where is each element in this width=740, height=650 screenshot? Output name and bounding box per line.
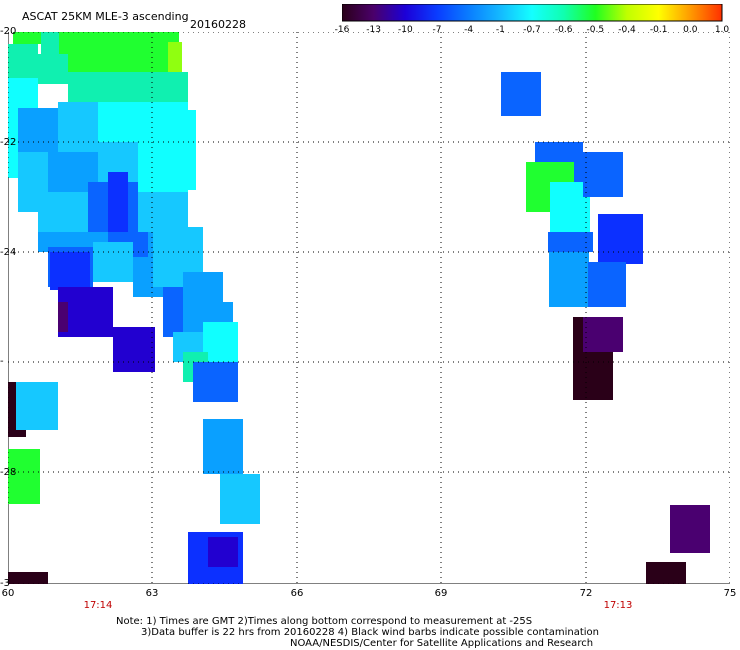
colorbar-tick-label: -0.5 (586, 25, 605, 35)
wind-cell (208, 537, 238, 567)
wind-cell (548, 232, 593, 252)
swath-cells (8, 32, 710, 584)
wind-cell (108, 172, 128, 232)
note-line-3: NOAA/NESDIS/Center for Satellite Applica… (290, 638, 594, 649)
wind-cell (8, 108, 18, 178)
wind-cell (168, 42, 182, 72)
longitude-label: 66 (290, 588, 304, 599)
wind-cell (220, 474, 260, 524)
colorbar-tick-label: -0.1 (649, 25, 668, 35)
wind-cell (98, 102, 188, 142)
latitude-label: -28 (0, 467, 17, 478)
wind-cell (138, 142, 188, 192)
colorbar (342, 4, 723, 22)
colorbar-tick-label: -13 (366, 25, 382, 35)
pass-time-left: 17:14 (83, 600, 113, 611)
latitude-label: -20 (0, 26, 17, 37)
wind-cell (670, 505, 710, 553)
longitude-label: 72 (579, 588, 593, 599)
wind-cell (549, 252, 589, 307)
colorbar-tick-label: -10 (397, 25, 413, 35)
wind-cell (113, 327, 155, 372)
wind-cell (58, 302, 68, 332)
colorbar-tick-label: -0.7 (523, 25, 541, 35)
pass-time-right: 17:13 (603, 600, 633, 611)
wind-cell (50, 252, 90, 290)
wind-cell (8, 572, 48, 584)
longitude-label: 63 (145, 588, 159, 599)
wind-cell (68, 72, 178, 102)
colorbar-tick-label: -7 (432, 25, 442, 35)
longitude-label: 75 (723, 588, 737, 599)
colorbar-tick-label: -4 (464, 25, 474, 35)
wind-cell (573, 317, 583, 352)
latitude-label: - (0, 356, 4, 367)
colorbar-gradient (342, 4, 723, 22)
wind-cell (193, 362, 238, 402)
colorbar-tick-label: 0.0 (683, 25, 698, 35)
graticule (8, 32, 730, 584)
wind-cell (573, 352, 613, 400)
wind-cell (203, 419, 243, 474)
latitude-label: -3 (0, 578, 10, 589)
colorbar-tick-label: -16 (334, 25, 350, 35)
wind-cell (8, 44, 38, 78)
wind-cell (646, 562, 686, 584)
wind-cell (38, 54, 68, 84)
wind-cell (8, 78, 38, 108)
wind-cell (58, 102, 98, 152)
latitude-label: -22 (0, 137, 17, 148)
wind-cell (93, 242, 133, 282)
wind-cell (16, 382, 58, 430)
product-date: 20160228 (190, 18, 246, 31)
wind-cell (138, 192, 188, 232)
colorbar-tick-label: 1.0 (714, 25, 730, 35)
swath-map (8, 32, 730, 584)
colorbar-tick-label: -0.4 (618, 25, 636, 35)
product-title: ASCAT 25KM MLE-3 ascending (22, 10, 189, 23)
longitude-label: 69 (434, 588, 448, 599)
note-line-1: Note: 1) Times are GMT 2)Times along bot… (116, 616, 533, 627)
wind-cell (8, 449, 40, 504)
wind-cell (18, 108, 58, 158)
latitude-label: -24 (0, 247, 17, 258)
colorbar-tick-label: -1 (495, 25, 505, 35)
wind-cell (13, 32, 41, 44)
wind-cell (583, 152, 623, 197)
wind-cell (59, 32, 179, 72)
wind-cell (501, 72, 541, 116)
longitude-label: 60 (1, 588, 15, 599)
wind-cell (41, 32, 59, 54)
wind-cell (598, 214, 643, 264)
note-line-2: 3)Data buffer is 22 hrs from 20160228 4)… (141, 627, 599, 638)
colorbar-tick-label: -0.6 (554, 25, 573, 35)
wind-cell (588, 262, 626, 307)
